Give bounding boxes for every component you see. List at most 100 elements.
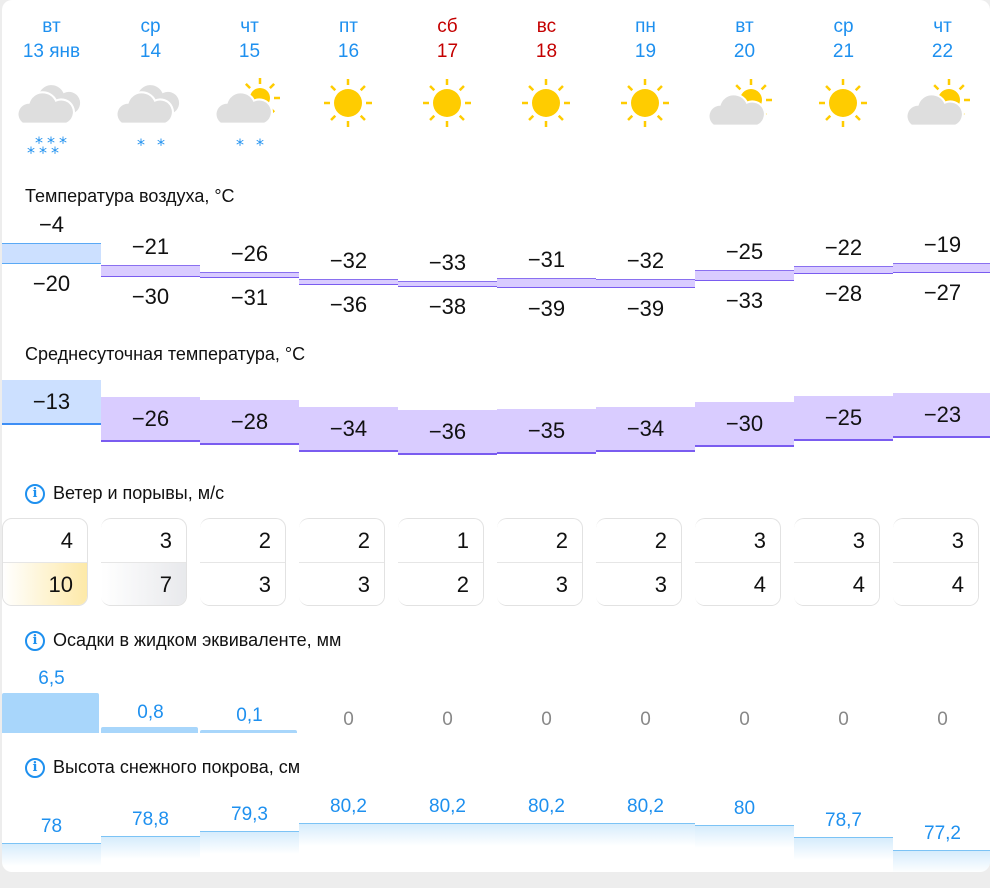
svg-text:*: * bbox=[35, 133, 43, 152]
mean-temp-band bbox=[596, 407, 695, 453]
air-temp-band bbox=[200, 271, 299, 279]
day-dow[interactable]: вс bbox=[536, 16, 557, 37]
svg-text:*: * bbox=[256, 135, 264, 154]
svg-text:*: * bbox=[157, 135, 165, 154]
air-temp-max: −21 bbox=[131, 234, 170, 260]
snow-depth-line bbox=[695, 824, 794, 848]
mean-temp-value: −35 bbox=[527, 417, 566, 443]
air-temp-max: −25 bbox=[725, 239, 764, 265]
wind-speed: 3 bbox=[893, 519, 978, 563]
air-temp-min: −33 bbox=[725, 287, 764, 313]
air-temp-max: −32 bbox=[329, 248, 368, 274]
air-temp-band bbox=[695, 270, 794, 281]
air-temp-min: −36 bbox=[329, 291, 368, 317]
precip-value: 0 bbox=[739, 709, 750, 730]
air-temp-band bbox=[2, 243, 101, 264]
day-dow[interactable]: сб bbox=[437, 16, 458, 37]
wind-speed: 3 bbox=[695, 519, 780, 563]
day-date[interactable]: 19 bbox=[634, 41, 657, 62]
air-temp-max: −32 bbox=[626, 248, 665, 274]
day-dow[interactable]: чт bbox=[933, 16, 952, 37]
day-dow[interactable]: пт bbox=[339, 16, 358, 37]
day-dow[interactable]: пн bbox=[635, 16, 656, 37]
day-dow[interactable]: вт bbox=[42, 16, 61, 37]
day-date[interactable]: 16 bbox=[337, 41, 360, 62]
partly-cloudy-icon bbox=[695, 78, 794, 168]
heading-text: Высота снежного покрова, см bbox=[53, 757, 301, 777]
air-temp-band bbox=[893, 262, 990, 273]
air-temp-band bbox=[497, 278, 596, 289]
precip-value: 0 bbox=[937, 709, 948, 730]
info-icon[interactable]: i bbox=[25, 483, 45, 504]
mean-temp-band bbox=[299, 407, 398, 453]
air-temp-max: −4 bbox=[38, 212, 65, 237]
wind-speed: 4 bbox=[3, 519, 87, 563]
mean-temp-value: −34 bbox=[626, 416, 665, 442]
wind-gusts: 3 bbox=[497, 563, 582, 605]
svg-text:*: * bbox=[236, 135, 244, 154]
info-icon[interactable]: i bbox=[25, 630, 45, 651]
air-temp-band bbox=[398, 280, 497, 288]
day-dow[interactable]: ср bbox=[140, 16, 161, 37]
air-temp-band bbox=[101, 265, 200, 277]
precip-value: 6,5 bbox=[38, 668, 65, 689]
day-date[interactable]: 20 bbox=[733, 41, 756, 62]
snow-depth-line bbox=[893, 850, 990, 872]
wind-speed: 3 bbox=[794, 519, 879, 563]
air-temp-max: −33 bbox=[428, 249, 467, 275]
mean-temp-band bbox=[497, 408, 596, 454]
snow-depth-line bbox=[299, 822, 398, 846]
cloudy-light-snow-icon: * * bbox=[101, 78, 200, 168]
air-temp-max: −31 bbox=[527, 247, 566, 273]
weather-forecast-widget: Температура воздуха, °C Среднесуточная т… bbox=[2, 0, 990, 872]
snow-depth-value: 80,2 bbox=[330, 795, 367, 817]
precip-bar bbox=[2, 693, 99, 733]
snow-depth-line bbox=[200, 831, 299, 855]
day-date[interactable]: 18 bbox=[535, 41, 558, 62]
day-date[interactable]: 14 bbox=[139, 41, 162, 62]
day-dow[interactable]: вт bbox=[735, 16, 754, 37]
day-dow[interactable]: ср bbox=[833, 16, 854, 37]
snow-depth-value: 78,7 bbox=[825, 809, 862, 831]
svg-text:*: * bbox=[47, 133, 55, 152]
air-temp-min: −39 bbox=[527, 295, 566, 321]
air-temp-min: −30 bbox=[131, 283, 170, 309]
info-icon[interactable]: i bbox=[25, 757, 45, 778]
day-date[interactable]: 21 bbox=[832, 41, 855, 62]
day-date[interactable]: 17 bbox=[436, 41, 459, 62]
air-temp-min: −20 bbox=[32, 270, 71, 296]
wind-gusts: 3 bbox=[596, 563, 681, 605]
wind-speed: 2 bbox=[200, 519, 285, 563]
wind-gusts: 4 bbox=[695, 563, 780, 605]
snow-heading: i Высота снежного покрова, см bbox=[25, 757, 300, 778]
precip-bar bbox=[200, 730, 297, 733]
mean-temp-band bbox=[893, 393, 990, 438]
day-date[interactable]: 13 янв bbox=[22, 41, 81, 62]
mean-temp-value: −13 bbox=[32, 389, 71, 414]
wind-gusts: 2 bbox=[398, 563, 483, 605]
precip-value: 0,1 bbox=[236, 705, 263, 726]
mean-temp-band bbox=[794, 395, 893, 441]
snow-depth-value: 78 bbox=[40, 816, 63, 837]
precip-value: 0 bbox=[541, 709, 552, 730]
snow-depth-value: 80,2 bbox=[627, 795, 664, 817]
wind-gusts: 10 bbox=[3, 563, 87, 605]
snow-depth-line bbox=[2, 843, 101, 866]
day-date[interactable]: 22 bbox=[931, 41, 954, 62]
mean-temp-heading: Среднесуточная температура, °C bbox=[25, 344, 305, 365]
wind-gusts: 3 bbox=[200, 563, 285, 605]
day-dow[interactable]: чт bbox=[240, 16, 259, 37]
air-temp-heading: Температура воздуха, °C bbox=[25, 186, 235, 207]
air-temp-min: −38 bbox=[428, 294, 467, 320]
cloudy-heavy-snow-icon: * * * * * * bbox=[2, 78, 101, 168]
svg-text:*: * bbox=[51, 143, 59, 162]
sun-icon bbox=[497, 78, 596, 168]
air-temp-max: −19 bbox=[923, 231, 962, 257]
day-date[interactable]: 15 bbox=[238, 41, 261, 62]
